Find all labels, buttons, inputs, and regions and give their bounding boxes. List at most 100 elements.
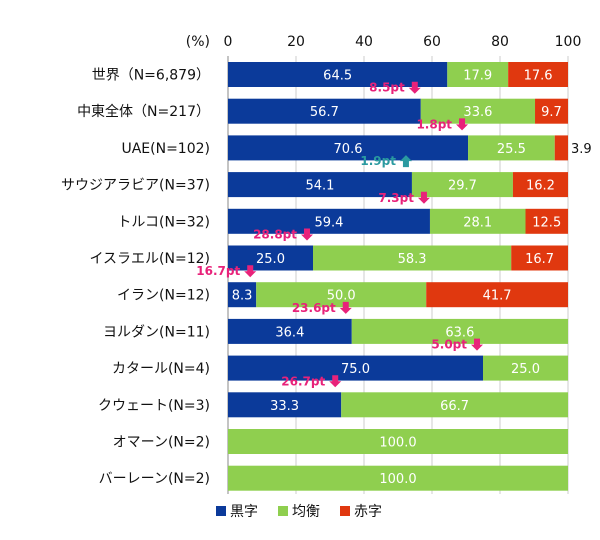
change-annotation: 28.8pt xyxy=(253,228,297,242)
data-label: 8.3 xyxy=(232,289,253,304)
data-label: 75.0 xyxy=(341,362,370,377)
bar-segment xyxy=(228,245,313,271)
category-label: UAE(N=102) xyxy=(121,141,210,157)
data-label: 58.3 xyxy=(398,252,427,267)
category-label: 中東全体（N=217） xyxy=(77,103,210,120)
bar-segment xyxy=(228,62,448,87)
bar-segment xyxy=(483,355,568,381)
bar-segment xyxy=(228,208,430,234)
legend-label: 均衡 xyxy=(292,504,320,520)
bar-segment xyxy=(351,318,568,344)
bar-segment xyxy=(313,245,512,271)
data-label: 28.1 xyxy=(463,215,492,230)
down-arrow-icon xyxy=(329,375,342,388)
data-label: 56.7 xyxy=(310,105,339,120)
category-label: イスラエル(N=12) xyxy=(89,251,210,267)
data-label: 29.7 xyxy=(448,179,477,194)
category-label: バーレーン(N=2) xyxy=(99,471,210,487)
change-annotation: 5.0pt xyxy=(431,338,467,352)
bar-segment xyxy=(426,282,568,308)
bar-segment xyxy=(525,208,568,234)
data-label: 100.0 xyxy=(379,472,416,487)
bar-segment xyxy=(228,392,342,418)
change-annotation: 8.5pt xyxy=(369,81,405,95)
data-label: 17.6 xyxy=(524,69,553,84)
legend-label: 赤字 xyxy=(354,504,382,520)
x-tick-label: 20 xyxy=(287,34,305,50)
down-arrow-icon xyxy=(301,228,313,241)
bar-segment xyxy=(554,135,568,161)
bar-segment xyxy=(411,172,513,198)
category-label: イラン(N=12) xyxy=(117,288,210,304)
unit-label: (%) xyxy=(186,34,210,50)
bar-segment xyxy=(535,98,568,124)
data-label: 59.4 xyxy=(315,215,344,230)
data-label: 33.6 xyxy=(463,105,492,120)
bar-segment xyxy=(447,62,509,87)
data-label: 25.0 xyxy=(511,362,540,377)
data-label: 100.0 xyxy=(379,436,416,451)
down-arrow-icon xyxy=(244,265,257,278)
data-label: 63.6 xyxy=(445,325,474,340)
data-label: 50.0 xyxy=(327,289,356,304)
data-label: 66.7 xyxy=(440,399,469,414)
category-label: オマーン(N=2) xyxy=(113,435,210,451)
data-label: 9.7 xyxy=(541,105,562,120)
down-arrow-icon xyxy=(471,338,483,351)
data-label: 17.9 xyxy=(463,69,492,84)
bar-segment xyxy=(341,392,568,418)
data-label: 64.5 xyxy=(323,69,352,84)
category-label: 世界（N=6,879） xyxy=(92,68,210,84)
data-label: 25.0 xyxy=(256,252,285,267)
up-arrow-icon xyxy=(399,155,412,168)
legend-swatch xyxy=(340,506,350,516)
data-label: 70.6 xyxy=(334,142,363,157)
data-label: 33.3 xyxy=(270,399,299,414)
change-annotation: 16.7pt xyxy=(196,264,240,278)
bar-segment xyxy=(508,62,568,87)
bar-segment xyxy=(228,355,483,381)
bar-segment xyxy=(228,135,469,161)
data-label: 36.4 xyxy=(275,325,304,340)
data-label: 16.7 xyxy=(525,252,554,267)
bar-segment xyxy=(228,172,412,198)
bar-segment xyxy=(420,98,536,124)
x-tick-label: 80 xyxy=(491,34,509,50)
down-arrow-icon xyxy=(417,191,430,204)
change-annotation: 1.8pt xyxy=(416,117,452,131)
x-tick-label: 40 xyxy=(355,34,373,50)
down-arrow-icon xyxy=(339,301,352,314)
legend-swatch xyxy=(278,506,288,516)
x-tick-label: 0 xyxy=(224,34,233,50)
category-label: トルコ(N=32) xyxy=(117,214,210,230)
bar-segment xyxy=(429,208,526,234)
data-label: 41.7 xyxy=(483,289,512,304)
down-arrow-icon xyxy=(408,81,421,94)
data-label: 54.1 xyxy=(305,179,334,194)
bar-segment xyxy=(228,465,568,491)
category-label: サウジアラビア(N=37) xyxy=(61,178,210,194)
bar-segment xyxy=(228,98,421,124)
change-annotation: 1.9pt xyxy=(360,154,396,168)
x-tick-label: 60 xyxy=(423,34,441,50)
bar-segment xyxy=(511,245,568,271)
category-label: カタール(N=4) xyxy=(112,361,210,377)
category-label: クウェート(N=3) xyxy=(98,398,210,414)
data-label: 12.5 xyxy=(532,215,561,230)
bar-segment xyxy=(228,318,352,344)
bar-segment xyxy=(228,282,257,308)
bar-segment xyxy=(468,135,555,161)
change-annotation: 7.3pt xyxy=(378,191,414,205)
bar-segment xyxy=(256,282,427,308)
change-annotation: 23.6pt xyxy=(292,301,336,315)
bar-segment xyxy=(512,172,568,198)
data-label: 3.9 xyxy=(571,142,592,157)
legend-swatch xyxy=(216,506,226,516)
data-label: 16.2 xyxy=(526,179,555,194)
legend-label: 黒字 xyxy=(230,504,258,520)
change-annotation: 26.7pt xyxy=(281,374,325,388)
bar-segment xyxy=(228,429,568,454)
data-label: 25.5 xyxy=(497,142,526,157)
category-label: ヨルダン(N=11) xyxy=(103,324,210,340)
